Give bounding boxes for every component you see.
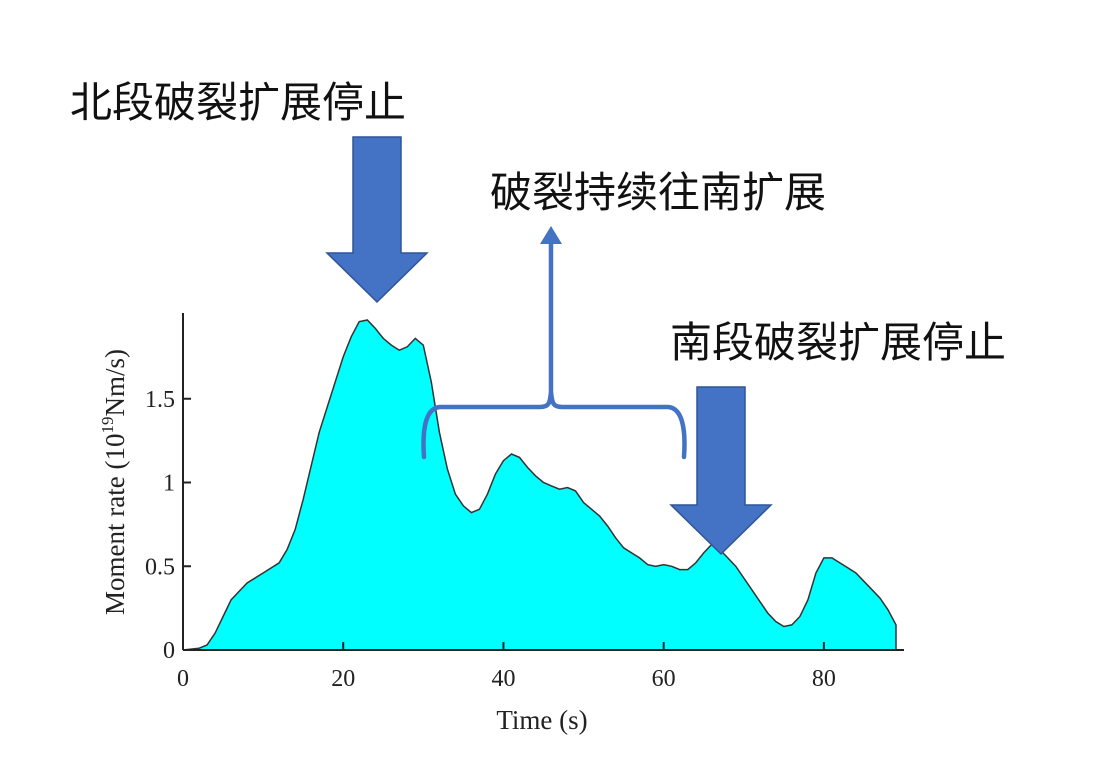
x-axis-label: Time (s): [496, 705, 587, 735]
x-ticks: 0 20 40 60 80: [177, 642, 836, 692]
arrow-up-icon: [540, 226, 562, 244]
y-axis-label: Moment rate (1019Nm/s): [98, 349, 130, 615]
x-tick-label: 80: [812, 666, 836, 692]
x-tick-label: 20: [331, 666, 355, 692]
annotation-continue-south: 破裂持续往南扩展: [490, 168, 826, 217]
rupture-continuation-bracket: [421, 232, 687, 460]
plot-area: 0 20 40 60 80 0 0.5 1 1.5: [145, 313, 904, 692]
y-ticks: 0 0.5 1 1.5: [145, 387, 191, 664]
y-tick-label: 1.5: [145, 387, 175, 413]
x-tick-label: 60: [652, 666, 676, 692]
south-stop-arrow-icon: [669, 386, 773, 556]
y-tick-label: 1: [163, 471, 175, 497]
annotation-south-stop: 南段破裂扩展停止: [670, 318, 1006, 367]
north-stop-arrow-icon: [325, 136, 429, 304]
y-tick-label: 0.5: [145, 554, 175, 580]
x-tick-label: 40: [491, 666, 515, 692]
moment-rate-area: [182, 319, 897, 651]
x-tick-label: 0: [177, 666, 189, 692]
y-tick-label: 0: [163, 638, 175, 664]
annotation-north-stop: 北段破裂扩展停止: [70, 78, 406, 127]
